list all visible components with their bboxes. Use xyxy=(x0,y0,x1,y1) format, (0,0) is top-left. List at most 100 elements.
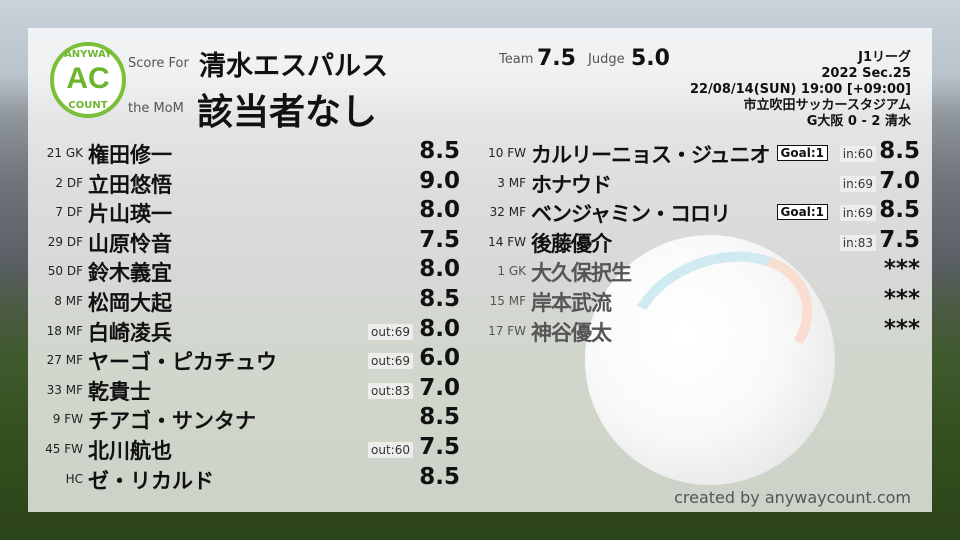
player-name: 後藤優介 xyxy=(531,231,612,256)
player-number: 2 xyxy=(55,175,64,190)
player-number: 29 xyxy=(47,234,64,249)
player-score: 8.0 xyxy=(419,256,460,283)
player-score: 7.5 xyxy=(419,226,460,253)
player-number-position: 27 MF xyxy=(28,353,83,367)
player-row: HC ゼ・リカルド 8.5 xyxy=(28,463,460,494)
player-name: 鈴木義宜 xyxy=(88,261,172,286)
player-position: MF xyxy=(65,353,83,368)
player-score: 8.5 xyxy=(419,404,460,431)
player-number-position: 14 FW xyxy=(474,235,526,249)
player-position: HC xyxy=(65,471,83,486)
player-number: 50 xyxy=(47,264,64,279)
player-score: 8.5 xyxy=(879,197,920,224)
player-row: 17 FW 神谷優太 *** xyxy=(474,315,920,346)
sub-time-tag: in:60 xyxy=(839,146,876,162)
sub-time-tag: out:83 xyxy=(368,382,413,399)
player-number: 33 xyxy=(46,382,62,397)
player-name: 乾貴士 xyxy=(88,379,151,404)
player-score: 8.5 xyxy=(879,138,920,164)
player-name: 大久保択生 xyxy=(531,261,632,286)
player-score: 7.5 xyxy=(879,226,920,253)
section: 2022 Sec.25 xyxy=(821,66,911,81)
datetime: 22/08/14(SUN) 19:00 [+09:00] xyxy=(689,82,911,97)
player-number-position: 10 FW xyxy=(474,146,526,160)
sub-time-tag: in:69 xyxy=(839,175,876,192)
logo-ac-text: AC xyxy=(66,62,110,95)
player-number-position: 17 FW xyxy=(474,324,526,338)
player-row: 8 MF 松岡大起 8.5 xyxy=(28,286,460,316)
sub-time-tag: in:69 xyxy=(839,205,876,222)
player-row: 21 GK 権田修一 8.5 xyxy=(28,138,460,168)
player-name: 神谷優太 xyxy=(531,320,612,345)
player-score: 7.0 xyxy=(879,167,920,194)
sub-time-tag: out:69 xyxy=(368,353,413,370)
player-number-position: 15 MF xyxy=(474,294,526,308)
player-position: MF xyxy=(508,205,526,220)
player-number: 9 xyxy=(52,412,61,427)
player-position: FW xyxy=(507,146,526,160)
player-score: 7.0 xyxy=(419,374,460,401)
player-position: MF xyxy=(65,382,83,397)
logo-bottom-text: COUNT xyxy=(68,100,108,111)
goal-badge: Goal:1 xyxy=(776,204,828,221)
team-name: 清水エスパルス xyxy=(199,51,388,82)
player-name: 北川航也 xyxy=(88,439,172,463)
player-row: 29 DF 山原怜音 7.5 xyxy=(28,226,460,257)
team-score: 7.5 xyxy=(537,46,576,71)
player-row: 32 MF ベンジャミン・コロリ 8.5 in:69 Goal:1 xyxy=(474,197,920,227)
player-number-position: 1 GK xyxy=(474,264,526,278)
player-name: ヤーゴ・ピカチュウ xyxy=(88,350,277,375)
player-number-position: HC xyxy=(28,472,83,486)
logo-top-text: ANYWAY xyxy=(64,49,112,60)
player-row: 7 DF 片山瑛一 8.0 xyxy=(28,197,460,227)
league: J1リーグ xyxy=(858,50,911,65)
player-number: 10 xyxy=(488,146,504,160)
sub-time-tag: in:83 xyxy=(839,234,876,251)
player-position: FW xyxy=(64,442,83,456)
player-name: 松岡大起 xyxy=(88,291,172,315)
player-score: 8.0 xyxy=(419,315,460,342)
player-position: GK xyxy=(508,264,526,279)
player-score: 8.0 xyxy=(419,197,460,224)
player-row: 15 MF 岸本武流 *** xyxy=(474,286,920,316)
player-position: MF xyxy=(65,294,83,308)
player-number: 27 xyxy=(46,353,62,368)
player-position: MF xyxy=(65,323,83,338)
player-number-position: 9 FW xyxy=(28,412,83,426)
player-score: 8.5 xyxy=(419,286,460,312)
player-name: ホナウド xyxy=(531,172,612,197)
player-number-position: 33 MF xyxy=(28,383,83,397)
player-position: FW xyxy=(64,412,83,427)
player-number: 18 xyxy=(46,323,62,338)
player-number-position: 21 GK xyxy=(28,146,83,160)
anywaycount-logo: ANYWAY AC COUNT xyxy=(50,42,126,118)
player-name: 権田修一 xyxy=(88,143,172,167)
match-info: J1リーグ 2022 Sec.25 22/08/14(SUN) 19:00 [+… xyxy=(690,50,911,130)
mom-player: 該当者なし xyxy=(197,92,378,133)
player-score: 8.5 xyxy=(419,138,460,164)
player-number-position: 32 MF xyxy=(474,205,526,219)
player-name: 立田悠悟 xyxy=(88,172,172,197)
player-number-position: 50 DF xyxy=(28,264,83,278)
player-score: 8.5 xyxy=(419,463,460,490)
player-number-position: 8 MF xyxy=(28,294,83,308)
player-score: *** xyxy=(883,256,920,283)
player-number-position: 2 DF xyxy=(28,176,83,190)
stadium: 市立吹田サッカースタジアム xyxy=(743,98,911,113)
player-number: 17 xyxy=(488,323,504,338)
player-name: チアゴ・サンタナ xyxy=(88,409,256,434)
player-row: 18 MF 白崎凌兵 8.0 out:69 xyxy=(28,315,460,346)
player-name: ゼ・リカルド xyxy=(88,468,214,493)
player-name: 岸本武流 xyxy=(531,291,612,315)
player-position: DF xyxy=(66,264,83,279)
player-row: 9 FW チアゴ・サンタナ 8.5 xyxy=(28,404,460,434)
player-number: 14 xyxy=(488,234,504,249)
player-score: 7.5 xyxy=(419,434,460,460)
player-number-position: 3 MF xyxy=(474,176,526,190)
player-number-position: 45 FW xyxy=(28,442,83,456)
player-number: 45 xyxy=(45,442,61,456)
judge-score-label: Judge xyxy=(588,52,625,67)
player-name: 山原怜音 xyxy=(88,231,172,256)
player-score: 9.0 xyxy=(419,167,460,194)
player-score: *** xyxy=(883,315,920,342)
